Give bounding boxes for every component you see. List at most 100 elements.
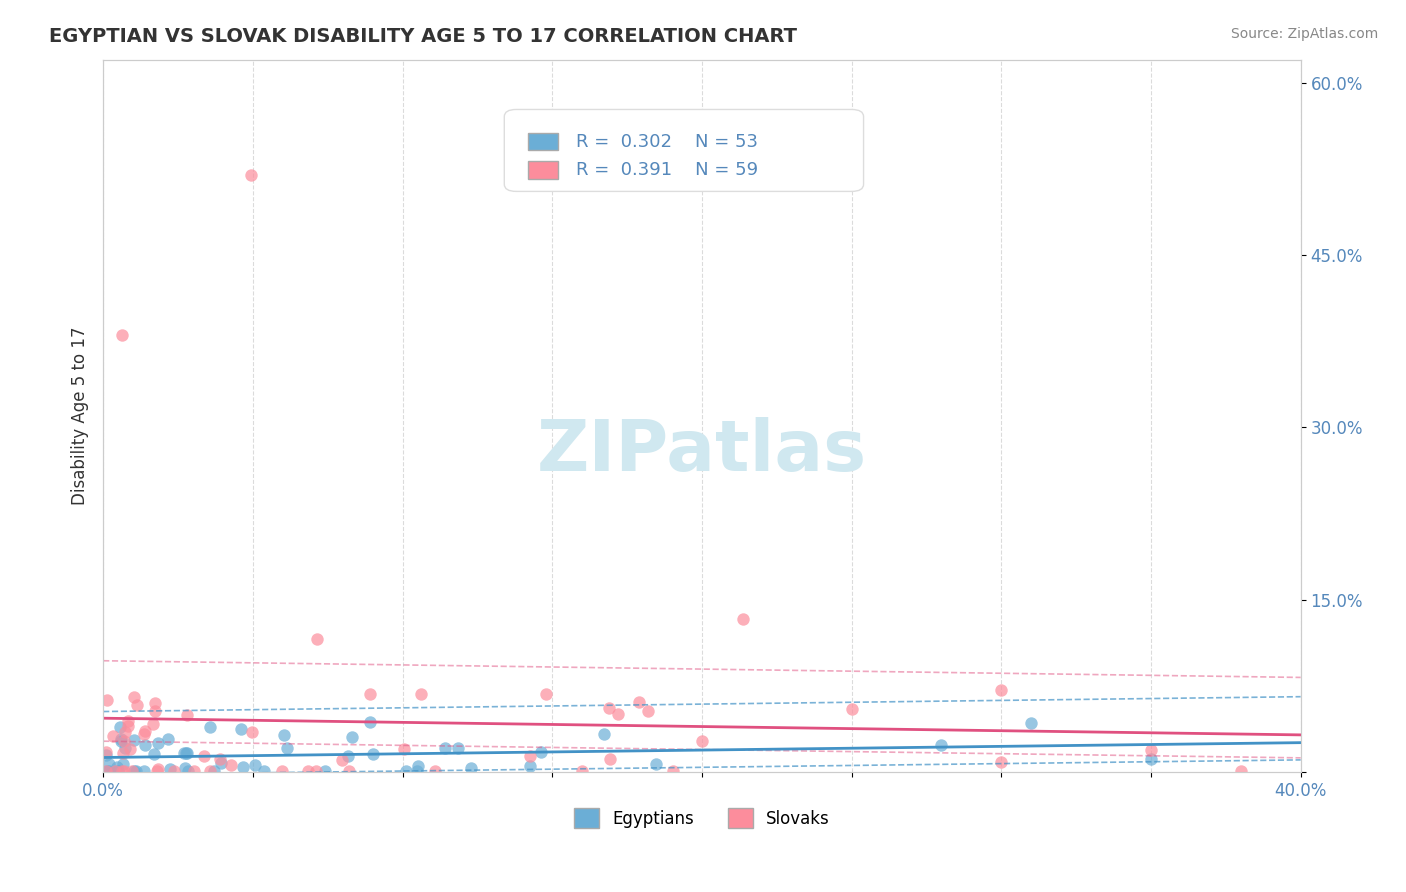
- Point: [110, 734, 132, 748]
- Point: [202, 764, 225, 778]
- Point: [200, 764, 222, 778]
- Point: [146, 736, 169, 750]
- Point: [599, 752, 621, 766]
- Text: ZIPatlas: ZIPatlas: [537, 417, 868, 486]
- Point: [183, 764, 205, 778]
- Text: R =  0.302    N = 53: R = 0.302 N = 53: [576, 133, 758, 151]
- Point: [606, 706, 628, 721]
- Point: [174, 761, 197, 775]
- FancyBboxPatch shape: [505, 110, 863, 192]
- Point: [122, 764, 145, 778]
- Point: [593, 727, 616, 741]
- Y-axis label: Disability Age 5 to 17: Disability Age 5 to 17: [72, 326, 89, 505]
- Point: [94, 748, 117, 763]
- Point: [176, 746, 198, 760]
- Point: [990, 683, 1012, 698]
- Point: [98, 756, 121, 771]
- Point: [363, 747, 385, 761]
- Point: [97, 764, 120, 778]
- Point: [110, 731, 132, 746]
- Point: [406, 764, 429, 778]
- Point: [219, 757, 242, 772]
- Point: [142, 717, 165, 731]
- Point: [409, 687, 432, 701]
- Point: [146, 762, 169, 776]
- Legend: Egyptians, Slovaks: Egyptians, Slovaks: [568, 801, 837, 835]
- Point: [307, 632, 329, 646]
- Point: [125, 698, 148, 712]
- Point: [101, 729, 124, 743]
- Point: [425, 764, 447, 778]
- Point: [107, 764, 129, 778]
- Point: [159, 762, 181, 776]
- Point: [114, 724, 136, 739]
- FancyBboxPatch shape: [529, 133, 558, 151]
- Point: [733, 612, 755, 626]
- Point: [114, 741, 136, 756]
- Point: [392, 741, 415, 756]
- Point: [122, 732, 145, 747]
- Point: [104, 764, 127, 778]
- Point: [173, 746, 195, 760]
- Point: [305, 764, 328, 778]
- Point: [433, 741, 456, 756]
- Point: [990, 755, 1012, 769]
- Point: [117, 714, 139, 728]
- Point: [637, 704, 659, 718]
- Point: [314, 764, 336, 778]
- Point: [519, 749, 541, 764]
- Point: [1140, 743, 1163, 757]
- Point: [273, 728, 295, 742]
- Point: [94, 746, 117, 760]
- Point: [111, 328, 134, 343]
- Point: [132, 764, 155, 778]
- Point: [690, 734, 713, 748]
- Point: [112, 757, 135, 772]
- Point: [134, 738, 156, 752]
- Point: [330, 753, 353, 767]
- Point: [359, 687, 381, 701]
- Point: [406, 758, 429, 772]
- Point: [239, 168, 262, 182]
- FancyBboxPatch shape: [529, 161, 558, 179]
- Point: [297, 764, 319, 778]
- Point: [208, 752, 231, 766]
- Point: [252, 764, 274, 778]
- Point: [125, 764, 148, 778]
- Text: R =  0.391    N = 59: R = 0.391 N = 59: [576, 161, 758, 179]
- Point: [519, 759, 541, 773]
- Point: [107, 764, 129, 778]
- Point: [460, 761, 482, 775]
- Point: [145, 764, 167, 778]
- Point: [112, 733, 135, 747]
- Point: [112, 764, 135, 778]
- Text: EGYPTIAN VS SLOVAK DISABILITY AGE 5 TO 17 CORRELATION CHART: EGYPTIAN VS SLOVAK DISABILITY AGE 5 TO 1…: [49, 27, 797, 45]
- Point: [193, 749, 215, 764]
- Point: [112, 747, 135, 761]
- Point: [143, 696, 166, 710]
- Point: [571, 764, 593, 778]
- Point: [340, 730, 363, 744]
- Point: [598, 700, 620, 714]
- Point: [931, 738, 953, 752]
- Point: [243, 758, 266, 772]
- Point: [174, 747, 197, 761]
- Point: [145, 704, 167, 718]
- Point: [118, 742, 141, 756]
- Point: [628, 695, 651, 709]
- Point: [336, 749, 359, 764]
- Point: [209, 756, 232, 771]
- Point: [395, 764, 418, 778]
- Text: Source: ZipAtlas.com: Source: ZipAtlas.com: [1230, 27, 1378, 41]
- Point: [177, 764, 200, 778]
- Point: [162, 764, 184, 778]
- Point: [446, 741, 468, 756]
- Point: [530, 745, 553, 759]
- Point: [841, 702, 863, 716]
- Point: [111, 764, 134, 778]
- Point: [359, 714, 381, 729]
- Point: [108, 720, 131, 734]
- Point: [96, 764, 118, 778]
- Point: [132, 727, 155, 741]
- Point: [231, 722, 253, 736]
